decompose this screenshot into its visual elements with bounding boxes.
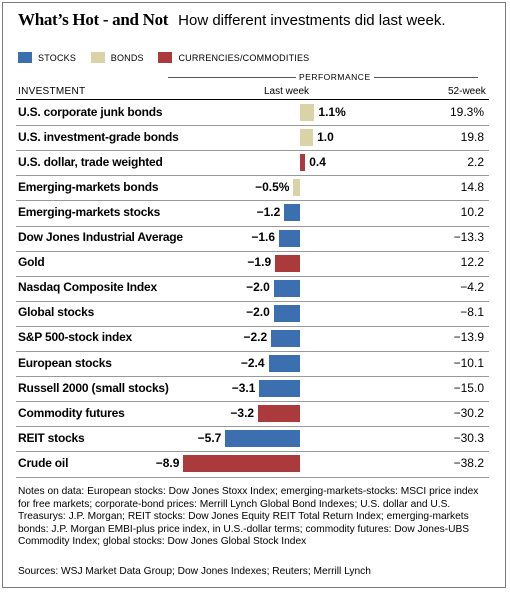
legend-label: STOCKS (38, 52, 77, 63)
row-name: Crude oil (18, 455, 69, 470)
bar-mark (183, 455, 300, 473)
row-divider (16, 150, 489, 152)
bar-mark (279, 229, 300, 247)
bar-value-label: −2.4 (240, 355, 265, 370)
row-name: Emerging-markets bonds (18, 179, 159, 194)
legend-swatch-bonds (90, 52, 105, 63)
row-name: Russell 2000 (small stocks) (18, 380, 169, 395)
week52-value: −13.9 (453, 330, 484, 345)
week52-value: 14.8 (460, 179, 484, 194)
legend-swatch-currencies (158, 52, 173, 63)
bar-mark (225, 430, 300, 448)
row-divider (16, 401, 489, 403)
row-divider (16, 225, 489, 227)
row-divider (16, 300, 489, 302)
week52-value: −4.2 (460, 280, 484, 295)
bar-value-label: 1.1% (318, 104, 346, 119)
row-name: U.S. corporate junk bonds (18, 104, 163, 119)
legend-label: CURRENCIES/COMMODITIES (178, 52, 310, 63)
row-divider (16, 250, 489, 252)
bar-value-label: 1.0 (317, 129, 334, 144)
row-divider (16, 325, 489, 327)
row-name: Nasdaq Composite Index (18, 280, 157, 295)
bar-value-label: −1.9 (247, 255, 272, 270)
row-name: U.S. dollar, trade weighted (18, 154, 163, 169)
legend-item-bonds: BONDS (90, 52, 144, 63)
bar-mark (293, 179, 300, 197)
row-divider (16, 476, 489, 478)
week52-value: −30.2 (453, 405, 484, 420)
column-header-52-week: 52-week (448, 86, 486, 97)
week52-value: 19.8 (460, 129, 484, 144)
bar-mark (300, 154, 306, 172)
bar-mark (273, 304, 300, 322)
bar-value-label: −5.7 (197, 430, 222, 445)
bar-mark (273, 279, 300, 297)
week52-value: 2.2 (467, 154, 484, 169)
notes: Notes on data: European stocks: Dow Jone… (18, 486, 479, 548)
week52-value: 19.3% (449, 104, 484, 119)
row-name: S&P 500-stock index (18, 330, 133, 345)
bar-mark (300, 129, 314, 147)
row-divider (16, 200, 489, 202)
bar-value-label: −3.1 (231, 380, 256, 395)
row-name: Global stocks (18, 305, 95, 320)
bar-value-label: 0.4 (309, 154, 326, 169)
row-name: U.S. investment-grade bonds (18, 129, 179, 144)
row-divider (16, 426, 489, 428)
column-header-investment: INVESTMENT (18, 86, 86, 97)
chart-subtitle: How different investments did last week. (178, 12, 446, 29)
row-divider (16, 125, 489, 127)
bar-mark (275, 254, 300, 272)
row-name: Emerging-markets stocks (18, 204, 161, 219)
week52-value: −15.0 (453, 380, 484, 395)
column-header-last-week: Last week (264, 86, 310, 97)
performance-header: PERFORMANCE (296, 72, 374, 82)
bar-value-label: −2.2 (243, 330, 268, 345)
bar-value-label: −2.0 (246, 305, 270, 320)
row-name: Gold (18, 255, 45, 270)
row-divider (16, 275, 489, 277)
bar-mark (259, 380, 300, 398)
bar-mark (271, 329, 300, 347)
row-divider (16, 351, 489, 352)
row-divider (16, 376, 489, 378)
legend-item-currencies-commodities: CURRENCIES/COMMODITIES (158, 52, 309, 63)
bar-mark (268, 355, 300, 373)
row-divider (16, 175, 489, 177)
bar-mark (300, 104, 315, 122)
week52-value: 10.2 (460, 204, 484, 219)
bar-value-label: −3.2 (230, 405, 255, 420)
bar-value-label: −1.2 (256, 204, 281, 219)
legend-item-stocks: STOCKS (18, 52, 76, 63)
week52-value: −38.2 (453, 455, 484, 470)
row-divider (16, 451, 489, 453)
week52-value: 12.2 (460, 255, 484, 270)
week52-value: −10.1 (453, 355, 484, 370)
legend-label: BONDS (110, 52, 144, 63)
sources: Sources: WSJ Market Data Group; Dow Jone… (18, 566, 371, 577)
week52-value: −30.3 (453, 430, 484, 445)
bar-value-label: −8.9 (155, 455, 180, 470)
row-name: Dow Jones Industrial Average (18, 230, 183, 245)
row-name: REIT stocks (18, 430, 85, 445)
week52-value: −13.3 (453, 230, 484, 245)
chart-frame (2, 2, 506, 588)
title-row: What’s Hot - and Not How different invest… (18, 10, 446, 30)
row-name: Commodity futures (18, 405, 125, 420)
row-name: European stocks (18, 355, 112, 370)
week52-value: −8.1 (460, 305, 484, 320)
legend-swatch-stocks (18, 52, 32, 63)
chart-title: What’s Hot - and Not (18, 10, 169, 29)
header-rule (16, 99, 489, 100)
bar-value-label: −1.6 (251, 230, 276, 245)
bar-value-label: −0.5% (255, 179, 290, 194)
bar-mark (284, 204, 300, 222)
legend: STOCKS BONDS CURRENCIES/COMMODITIES (18, 52, 321, 65)
bar-mark (258, 405, 300, 423)
bar-value-label: −2.0 (246, 280, 270, 295)
